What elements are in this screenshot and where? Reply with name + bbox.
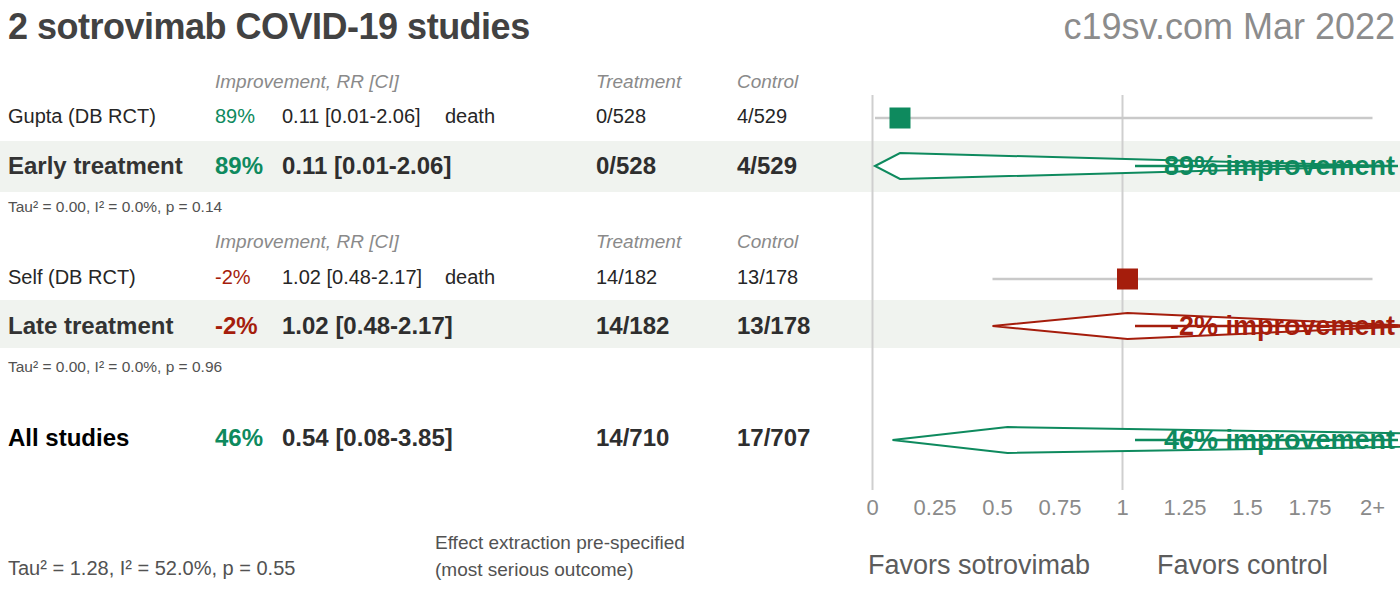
study-rr-ci: 1.02 [0.48-2.17]: [282, 266, 422, 289]
summary-treatment-events: 14/182: [596, 312, 669, 340]
summary-row-all-studies: All studies 46% 0.54 [0.08-3.85] 14/710 …: [0, 424, 860, 456]
header-improvement: Improvement, RR [CI]: [215, 231, 399, 253]
summary-improvement: 89%: [215, 152, 263, 180]
header-treatment: Treatment: [596, 231, 681, 253]
summary-rr-ci: 0.54 [0.08-3.85]: [282, 424, 453, 452]
summary-control-events: 13/178: [737, 312, 810, 340]
summary-row-late-treatment: Late treatment -2% 1.02 [0.48-2.17] 14/1…: [0, 312, 860, 344]
svg-text:2+: 2+: [1360, 495, 1385, 520]
summary-treatment-events: 0/528: [596, 152, 656, 180]
favors-control-label: Favors control: [1157, 550, 1328, 581]
summary-rr-ci: 0.11 [0.01-2.06]: [282, 152, 451, 180]
effect-extraction-line1: Effect extraction pre-specified: [435, 529, 685, 556]
study-outcome: death: [445, 266, 495, 289]
heterogeneity-stats-early: Tau² = 0.00, I² = 0.0%, p = 0.14: [8, 198, 222, 216]
study-name: Gupta (DB RCT): [8, 105, 156, 128]
summary-improvement: -2%: [215, 312, 258, 340]
svg-text:-2% improvement: -2% improvement: [1170, 311, 1395, 341]
svg-text:1.75: 1.75: [1289, 495, 1332, 520]
forest-plot-page: 2 sotrovimab COVID-19 studies c19sv.com …: [0, 0, 1400, 589]
summary-name: Early treatment: [8, 152, 183, 180]
svg-text:1.5: 1.5: [1232, 495, 1263, 520]
page-title: 2 sotrovimab COVID-19 studies: [8, 6, 530, 48]
svg-text:0.25: 0.25: [914, 495, 957, 520]
svg-text:0.5: 0.5: [982, 495, 1013, 520]
svg-text:0.75: 0.75: [1039, 495, 1082, 520]
summary-row-early-treatment: Early treatment 89% 0.11 [0.01-2.06] 0/5…: [0, 152, 860, 184]
svg-text:1.25: 1.25: [1164, 495, 1207, 520]
forest-plot-svg: 0 0.25 0.5 0.75 1 1.25 1.5 1.75 2+ 89% improvemen…: [860, 85, 1400, 530]
study-name: Self (DB RCT): [8, 266, 136, 289]
svg-text:0: 0: [866, 495, 878, 520]
svg-text:1: 1: [1116, 495, 1128, 520]
summary-control-events: 17/707: [737, 424, 810, 452]
effect-extraction-line2: (most serious outcome): [435, 556, 685, 583]
summary-improvement: 46%: [215, 424, 263, 452]
header-improvement: Improvement, RR [CI]: [215, 71, 399, 93]
source-label: c19sv.com Mar 2022: [1064, 6, 1395, 48]
study-improvement: -2%: [215, 266, 251, 289]
heterogeneity-stats-all: Tau² = 1.28, I² = 52.0%, p = 0.55: [8, 557, 295, 580]
summary-control-events: 4/529: [737, 152, 797, 180]
study-control-events: 4/529: [737, 105, 787, 128]
column-headers-late: Improvement, RR [CI] Treatment Control: [0, 231, 860, 263]
svg-text:46% improvement: 46% improvement: [1164, 425, 1395, 455]
study-row-self: Self (DB RCT) -2% 1.02 [0.48-2.17] death…: [0, 266, 860, 298]
effect-extraction-note: Effect extraction pre-specified (most se…: [435, 529, 685, 583]
study-improvement: 89%: [215, 105, 255, 128]
favors-treatment-label: Favors sotrovimab: [868, 550, 1090, 581]
study-outcome: death: [445, 105, 495, 128]
study-rr-ci: 0.11 [0.01-2.06]: [282, 105, 421, 128]
header-control: Control: [737, 71, 798, 93]
study-control-events: 13/178: [737, 266, 798, 289]
header-control: Control: [737, 231, 798, 253]
svg-text:89% improvement: 89% improvement: [1164, 151, 1395, 181]
summary-name: Late treatment: [8, 312, 173, 340]
study-row-gupta: Gupta (DB RCT) 89% 0.11 [0.01-2.06] deat…: [0, 105, 860, 137]
study-treatment-events: 0/528: [596, 105, 646, 128]
summary-name: All studies: [8, 424, 129, 452]
heterogeneity-stats-late: Tau² = 0.00, I² = 0.0%, p = 0.96: [8, 358, 222, 376]
header-treatment: Treatment: [596, 71, 681, 93]
column-headers-early: Improvement, RR [CI] Treatment Control: [0, 71, 860, 103]
study-treatment-events: 14/182: [596, 266, 657, 289]
summary-rr-ci: 1.02 [0.48-2.17]: [282, 312, 453, 340]
summary-treatment-events: 14/710: [596, 424, 669, 452]
